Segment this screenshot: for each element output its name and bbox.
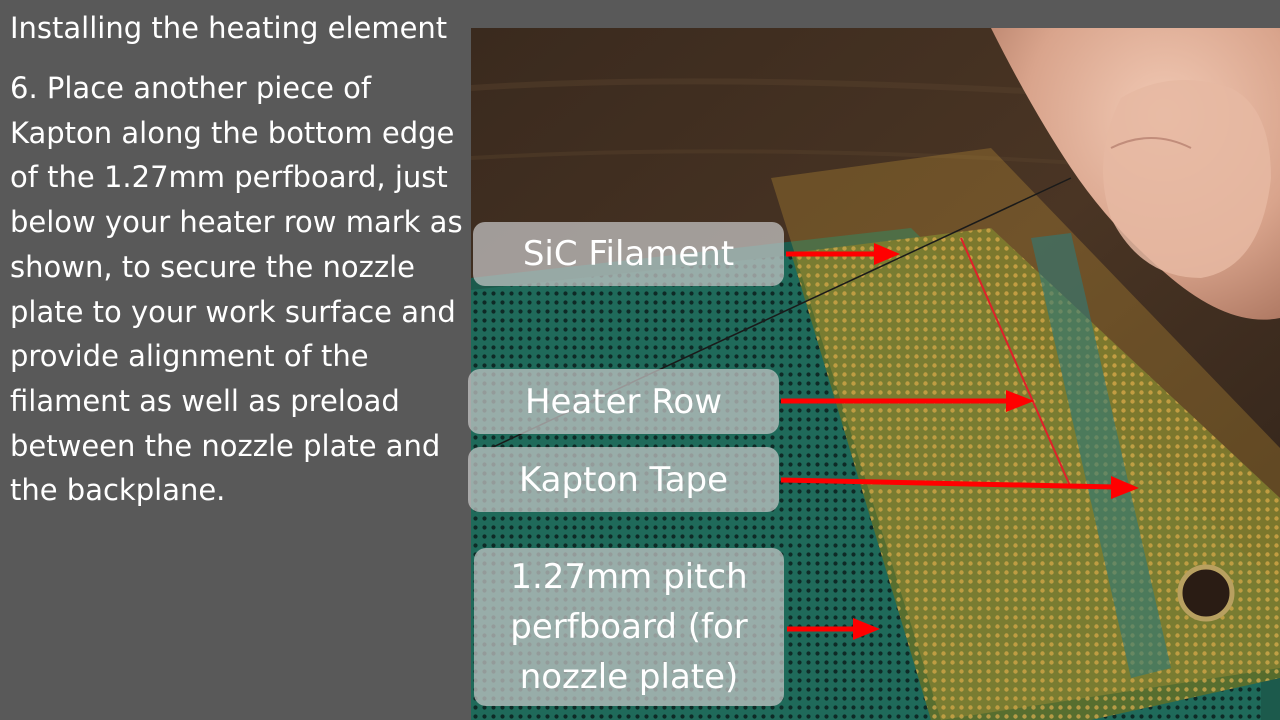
instruction-text: 6. Place another piece of Kapton along t…: [10, 71, 463, 508]
callout-sic-filament: SiC Filament: [473, 222, 784, 286]
callout-kapton-tape-label: Kapton Tape: [518, 459, 729, 500]
callout-heater-row-label: Heater Row: [524, 381, 723, 422]
callout-kapton-tape: Kapton Tape: [468, 447, 779, 512]
callout-heater-row: Heater Row: [468, 369, 779, 434]
callout-perfboard: 1.27mm pitch perfboard (for nozzle plate…: [474, 548, 784, 706]
callout-perfboard-label: 1.27mm pitch perfboard (for nozzle plate…: [510, 557, 748, 697]
callout-sic-filament-label: SiC Filament: [522, 234, 735, 274]
slide-title: Installing the heating element: [10, 11, 448, 45]
